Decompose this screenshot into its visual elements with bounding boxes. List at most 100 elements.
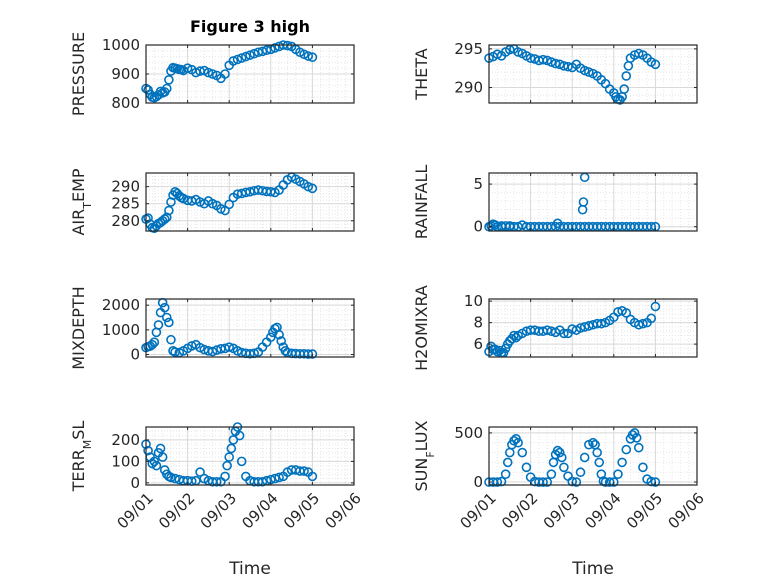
data-point [236, 53, 247, 63]
data-point [617, 457, 627, 468]
data-point [303, 51, 314, 61]
x-tick-label: 09/02 [498, 489, 541, 532]
axes-frame [145, 172, 355, 232]
data-point [502, 457, 513, 468]
plot-area [146, 173, 354, 231]
data-point [166, 472, 176, 483]
x-tick-label: 09/05 [623, 489, 666, 532]
data-point [203, 67, 214, 78]
y-tick-label: 900 [111, 65, 140, 83]
data-point [559, 328, 569, 339]
data-point [559, 462, 569, 473]
data-point [619, 84, 630, 94]
data-point [276, 336, 287, 346]
data-point [222, 460, 232, 471]
x-tick-label: 09/03 [540, 489, 583, 532]
data-point [211, 476, 222, 487]
data-point [554, 59, 565, 70]
y-axis-label: TERRMSL [69, 421, 94, 493]
y-tick-label: 1000 [102, 321, 140, 339]
data-point [650, 477, 661, 487]
data-point [234, 430, 245, 441]
data-point [552, 218, 563, 229]
data-point [265, 332, 276, 343]
subplot-1: 800 900 1000 PRESSURE Figure 3 high [69, 17, 355, 116]
data-point [500, 469, 511, 479]
data-point [236, 456, 247, 467]
data-point [486, 221, 496, 231]
data-point [151, 460, 162, 471]
y-axis-label: AIRTEMP [69, 168, 94, 235]
data-point [182, 63, 193, 73]
data-point [226, 443, 237, 454]
data-point [511, 332, 521, 343]
data-point [149, 337, 160, 347]
y-tick-label: 285 [111, 195, 140, 213]
data-point [556, 452, 567, 463]
data-point [621, 444, 632, 455]
data-point [633, 319, 644, 330]
x-axis-label: Time [571, 559, 614, 579]
data-point [650, 301, 661, 312]
data-point [492, 49, 503, 60]
data-point [162, 312, 172, 323]
data-point [228, 435, 239, 445]
data-point [608, 477, 619, 487]
y-axis-label: MIXDEPTH [69, 286, 88, 369]
data-point [538, 477, 548, 487]
y-tick-label: 0 [473, 473, 483, 491]
y-tick-label: 6 [473, 335, 483, 353]
data-point [579, 322, 590, 332]
data-point [270, 473, 280, 484]
data-point [228, 56, 239, 66]
data-point [157, 452, 168, 462]
data-point [241, 51, 251, 62]
chart-title: Figure 3 high [190, 17, 310, 36]
axes-frame [488, 44, 698, 104]
data-point [307, 471, 318, 482]
y-tick-label: 0 [130, 474, 140, 492]
axes-frame [488, 426, 698, 486]
data-point [596, 318, 607, 329]
subplot-5: 0 1000 2000 MIXDEPTH [69, 286, 355, 370]
y-axis-label: PRESSURE [69, 32, 88, 116]
x-tick-label: 09/02 [155, 489, 198, 532]
axes-frame [488, 298, 698, 358]
data-point [509, 330, 519, 341]
data-point [164, 75, 174, 85]
data-point [542, 477, 553, 487]
data-point [274, 329, 284, 340]
data-point [546, 469, 557, 479]
y-tick-label: 290 [111, 178, 140, 196]
data-point [249, 48, 259, 59]
data-point [492, 477, 503, 487]
data-point [542, 325, 553, 335]
data-point [143, 445, 153, 456]
axes-frame [145, 426, 355, 486]
data-point [162, 83, 172, 94]
data-point [307, 349, 318, 359]
data-point [638, 318, 648, 329]
data-point [166, 334, 176, 345]
data-point [646, 313, 657, 324]
y-tick-label: 800 [111, 94, 140, 112]
x-tick-label: 09/04 [238, 489, 281, 532]
data-point [578, 197, 589, 207]
data-point [207, 346, 218, 357]
data-point [153, 320, 164, 330]
axes-frame [145, 298, 355, 358]
data-point [307, 183, 318, 194]
data-point [307, 52, 318, 62]
data-point [552, 445, 563, 456]
data-point [280, 346, 291, 356]
subplot-7: 0 100 200 TERRMSL 09/0109/0209/0309/0409/050… [69, 421, 365, 579]
data-point [525, 53, 536, 63]
y-tick-label: 200 [111, 431, 140, 449]
data-point [232, 54, 243, 65]
data-point [504, 221, 515, 231]
data-point [195, 467, 205, 477]
data-point [588, 437, 598, 448]
data-point [629, 428, 640, 438]
data-point [274, 472, 284, 483]
y-tick-label: 295 [454, 40, 483, 58]
